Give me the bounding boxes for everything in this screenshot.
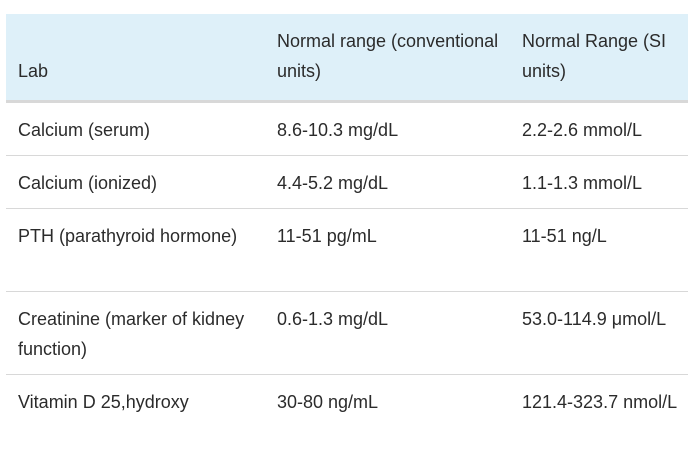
cell-si: 11-51 ng/L <box>510 208 688 292</box>
cell-si: 1.1-1.3 mmol/L <box>510 155 688 209</box>
cell-si: 53.0-114.9 μmol/L <box>510 291 688 375</box>
header-si-range: Normal Range (SI units) <box>510 14 688 103</box>
cell-lab: Creatinine (marker of kidney function) <box>6 291 265 375</box>
cell-conventional: 0.6-1.3 mg/dL <box>265 291 510 375</box>
header-lab: Lab <box>6 14 265 103</box>
lab-ranges-table-container: Lab Normal range (conventional units) No… <box>6 14 688 457</box>
table-row: Vitamin D 25,hydroxy 30-80 ng/mL 121.4-3… <box>6 375 688 458</box>
header-conventional-range: Normal range (conventional units) <box>265 14 510 103</box>
cell-conventional: 4.4-5.2 mg/dL <box>265 155 510 209</box>
cell-lab: Calcium (ionized) <box>6 155 265 209</box>
table-row: PTH (parathyroid hormone) 11-51 pg/mL 11… <box>6 208 688 292</box>
cell-si: 2.2-2.6 mmol/L <box>510 101 688 156</box>
table-row: Creatinine (marker of kidney function) 0… <box>6 291 688 375</box>
cell-si: 121.4-323.7 nmol/L <box>522 392 678 412</box>
header-row: Lab Normal range (conventional units) No… <box>6 14 688 103</box>
cell-lab: PTH (parathyroid hormone) <box>6 208 265 292</box>
cell-conventional: 8.6-10.3 mg/dL <box>265 101 510 156</box>
cell-conventional: 30-80 ng/mL <box>277 392 379 412</box>
table-body: Calcium (serum) 8.6-10.3 mg/dL 2.2-2.6 m… <box>6 101 688 458</box>
table-row: Calcium (ionized) 4.4-5.2 mg/dL 1.1-1.3 … <box>6 155 688 209</box>
cell-lab: Vitamin D 25,hydroxy <box>18 392 189 412</box>
table-row: Calcium (serum) 8.6-10.3 mg/dL 2.2-2.6 m… <box>6 101 688 156</box>
cell-lab: Calcium (serum) <box>6 101 265 156</box>
cell-conventional: 11-51 pg/mL <box>265 208 510 292</box>
lab-ranges-table: Lab Normal range (conventional units) No… <box>6 14 688 457</box>
table-header: Lab Normal range (conventional units) No… <box>6 14 688 103</box>
